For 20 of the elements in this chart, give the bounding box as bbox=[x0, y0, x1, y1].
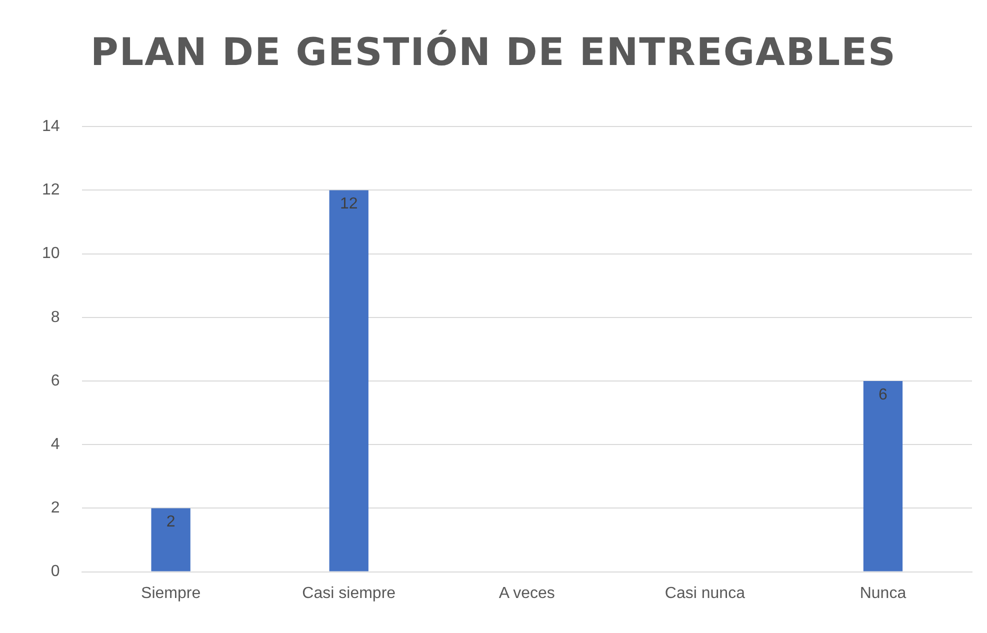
y-tick-label: 0 bbox=[50, 563, 60, 580]
y-tick-label: 8 bbox=[50, 308, 60, 326]
x-tick-label: Casi nunca bbox=[664, 584, 746, 602]
y-tick-label: 2 bbox=[50, 500, 60, 517]
data-label: 2 bbox=[166, 514, 176, 531]
bar bbox=[329, 190, 368, 572]
x-tick-label: A veces bbox=[498, 584, 555, 602]
y-tick-label: 10 bbox=[42, 245, 60, 262]
data-label: 12 bbox=[340, 196, 358, 213]
x-tick-label: Casi siempre bbox=[302, 584, 396, 602]
y-tick-label: 14 bbox=[42, 118, 60, 136]
y-tick-label: 12 bbox=[42, 182, 60, 199]
bar bbox=[151, 508, 190, 572]
x-tick-label: Siempre bbox=[141, 584, 201, 602]
x-tick-label: Nunca bbox=[860, 584, 906, 602]
y-tick-label: 4 bbox=[50, 436, 60, 454]
y-tick-label: 6 bbox=[50, 372, 60, 390]
chart-title: PLAN DE GESTIÓN DE ENTREGABLES bbox=[90, 30, 898, 74]
bar bbox=[863, 381, 903, 572]
data-label: 6 bbox=[878, 386, 888, 404]
